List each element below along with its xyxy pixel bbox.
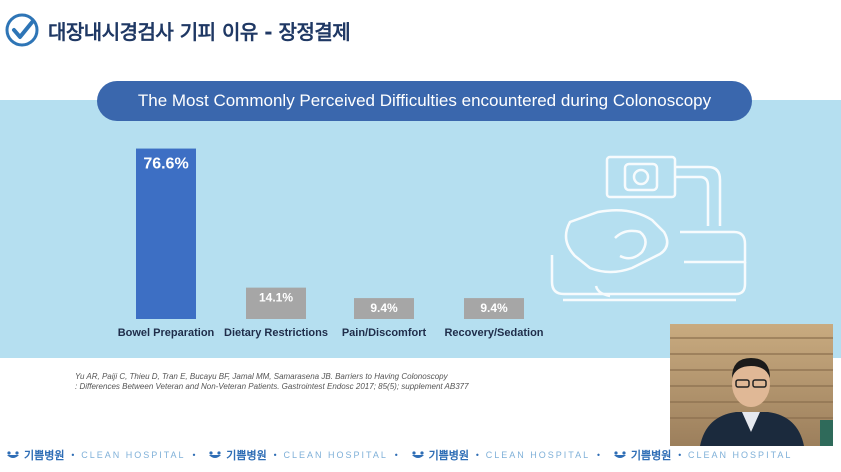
x-tick-label: Dietary Restrictions (224, 327, 328, 339)
presenter-webcam-video (670, 324, 833, 446)
footer-brand-group: 기쁨병원 • CLEAN HOSPITAL (613, 447, 793, 463)
bar-value-label: 9.4% (480, 301, 508, 315)
footer-brand-english: CLEAN HOSPITAL (485, 450, 591, 460)
footer-separator: • (393, 450, 399, 460)
smile-logo-icon (7, 451, 19, 458)
x-tick-label: Pain/Discomfort (342, 327, 427, 339)
colonoscopy-patient-illustration-icon (550, 155, 747, 302)
bar-value-label: 76.6% (143, 156, 188, 173)
footer-separator: • (191, 450, 197, 460)
citation-line-1: Yu AR, Paiji C, Thieu D, Tran E, Bucayu … (75, 372, 448, 381)
footer-brand-english: CLEAN HOSPITAL (81, 450, 186, 460)
check-circle-icon (5, 13, 39, 47)
slide-header: 대장내시경검사 기피 이유 - 장정결제 (4, 10, 351, 50)
footer-separator: • (272, 450, 278, 460)
footer-separator: • (475, 450, 480, 460)
footer-brand-strip: 기쁨병원 • CLEAN HOSPITAL • 기쁨병원 • CLEAN HOS… (0, 444, 841, 466)
chart-title: The Most Commonly Perceived Difficulties… (97, 81, 752, 121)
bar (136, 148, 196, 319)
footer-brand-english: CLEAN HOSPITAL (283, 450, 388, 460)
footer-separator: • (596, 450, 601, 460)
bar-value-label: 14.1% (259, 291, 293, 305)
footer-brand-korean: 기쁨병원 (226, 449, 267, 462)
footer-brand-group: 기쁨병원 • CLEAN HOSPITAL • (6, 447, 202, 463)
bar (464, 298, 524, 319)
smile-logo-icon (613, 451, 626, 458)
footer-separator: • (70, 450, 76, 460)
smile-logo-icon (209, 451, 222, 458)
bar (246, 287, 306, 319)
x-tick-label: Recovery/Sedation (444, 327, 543, 339)
footer-brand-english: CLEAN HOSPITAL (688, 450, 793, 460)
citation-line-2: : Differences Between Veteran and Non-Ve… (75, 382, 469, 391)
slide-title: 대장내시경검사 기피 이유 - 장정결제 (48, 19, 351, 44)
footer-brand-korean: 기쁨병원 (630, 449, 672, 462)
citation: Yu AR, Paiji C, Thieu D, Tran E, Bucayu … (75, 372, 469, 392)
footer-brand-group: 기쁨병원 • CLEAN HOSPITAL • (411, 447, 607, 463)
x-tick-label: Bowel Preparation (118, 327, 215, 339)
webcam-frame (670, 324, 833, 446)
footer-brand-korean: 기쁨병원 (24, 449, 65, 462)
smile-logo-icon (411, 451, 424, 458)
footer-separator: • (677, 450, 683, 460)
footer-brand-korean: 기쁨병원 (428, 449, 470, 462)
bar (354, 298, 414, 319)
footer-brand-group: 기쁨병원 • CLEAN HOSPITAL • (208, 447, 404, 463)
bar-value-label: 9.4% (370, 301, 398, 315)
